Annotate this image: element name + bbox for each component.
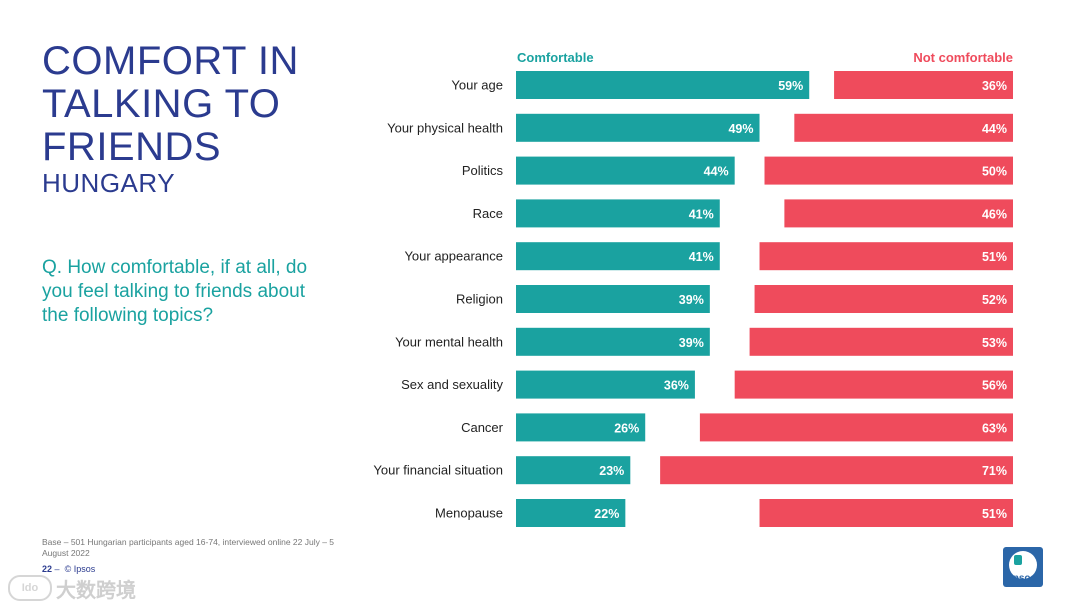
- bar-label-not-comfortable: 36%: [982, 79, 1007, 93]
- bar-comfortable: [516, 156, 735, 185]
- bar-label-comfortable: 39%: [679, 336, 704, 350]
- bar-not-comfortable: [764, 156, 1013, 185]
- watermark: Ido 大数跨境: [8, 574, 136, 602]
- category-label: Your financial situation: [373, 463, 503, 478]
- bar-not-comfortable: [699, 413, 1013, 442]
- copyright: © Ipsos: [64, 564, 96, 574]
- bar-label-not-comfortable: 46%: [982, 207, 1007, 221]
- legend-not-comfortable: Not comfortable: [913, 50, 1013, 65]
- ipsos-logo: Ipsos: [1003, 547, 1043, 587]
- bar-not-comfortable: [734, 370, 1013, 399]
- bar-label-comfortable: 44%: [704, 165, 729, 179]
- bar-label-comfortable: 59%: [778, 79, 803, 93]
- bar-comfortable: [516, 71, 810, 99]
- bar-comfortable: [516, 456, 631, 485]
- category-label: Politics: [462, 163, 504, 178]
- category-label: Race: [473, 206, 503, 221]
- category-label: Your age: [451, 78, 503, 93]
- category-label: Your appearance: [404, 249, 503, 264]
- page-title: COMFORT IN TALKING TO FRIENDS: [42, 39, 299, 169]
- bar-not-comfortable: [834, 71, 1013, 99]
- legend-comfortable: Comfortable: [517, 50, 594, 65]
- bar-label-comfortable: 39%: [679, 293, 704, 307]
- bar-label-comfortable: 41%: [689, 250, 714, 264]
- bar-not-comfortable: [759, 499, 1013, 527]
- page-subtitle: HUNGARY: [42, 168, 176, 198]
- bar-label-not-comfortable: 44%: [982, 122, 1007, 136]
- bar-not-comfortable: [754, 285, 1013, 313]
- ipsos-logo-label: Ipsos: [1009, 573, 1037, 584]
- category-label: Your physical health: [387, 120, 503, 135]
- bar-not-comfortable: [660, 456, 1013, 485]
- bar-label-not-comfortable: 52%: [982, 293, 1007, 307]
- bar-not-comfortable: [749, 327, 1013, 356]
- bar-comfortable: [516, 499, 626, 527]
- page-number: 22: [42, 564, 53, 574]
- watermark-logo-icon: Ido: [8, 575, 52, 601]
- bar-label-comfortable: 26%: [614, 421, 639, 435]
- bar-comfortable: [516, 113, 760, 142]
- bar-label-comfortable: 22%: [594, 507, 619, 521]
- category-label: Cancer: [461, 420, 504, 435]
- bar-not-comfortable: [794, 113, 1013, 142]
- bar-comfortable: [516, 285, 710, 313]
- category-label: Religion: [456, 292, 503, 307]
- bar-label-not-comfortable: 56%: [982, 379, 1007, 393]
- bar-label-not-comfortable: 51%: [982, 250, 1007, 264]
- bar-label-comfortable: 41%: [689, 207, 714, 221]
- ipsos-logo-circle-icon: [1009, 551, 1037, 579]
- footer-separator: –: [54, 564, 60, 574]
- bar-label-comfortable: 49%: [728, 122, 753, 136]
- bar-label-not-comfortable: 51%: [982, 507, 1007, 521]
- survey-question: Q. How comfortable, if at all, do you fe…: [42, 257, 308, 326]
- category-label: Sex and sexuality: [401, 377, 503, 392]
- bar-not-comfortable: [759, 242, 1013, 271]
- category-label: Menopause: [435, 506, 503, 521]
- bar-label-not-comfortable: 63%: [982, 421, 1007, 435]
- bar-label-not-comfortable: 53%: [982, 336, 1007, 350]
- bar-not-comfortable: [784, 199, 1013, 228]
- bar-comfortable: [516, 413, 646, 442]
- bar-label-not-comfortable: 71%: [982, 464, 1007, 478]
- category-label: Your mental health: [395, 334, 503, 349]
- ipsos-logo-mark-icon: [1014, 555, 1022, 565]
- bar-label-comfortable: 23%: [599, 464, 624, 478]
- bar-comfortable: [516, 199, 720, 228]
- bar-label-comfortable: 36%: [664, 379, 689, 393]
- bar-label-not-comfortable: 50%: [982, 165, 1007, 179]
- base-note: Base – 501 Hungarian participants aged 1…: [42, 537, 335, 558]
- footer: 22 – © Ipsos: [42, 563, 95, 575]
- bar-comfortable: [516, 242, 720, 271]
- watermark-text: 大数跨境: [56, 579, 136, 602]
- bar-comfortable: [516, 370, 695, 399]
- bar-comfortable: [516, 327, 710, 356]
